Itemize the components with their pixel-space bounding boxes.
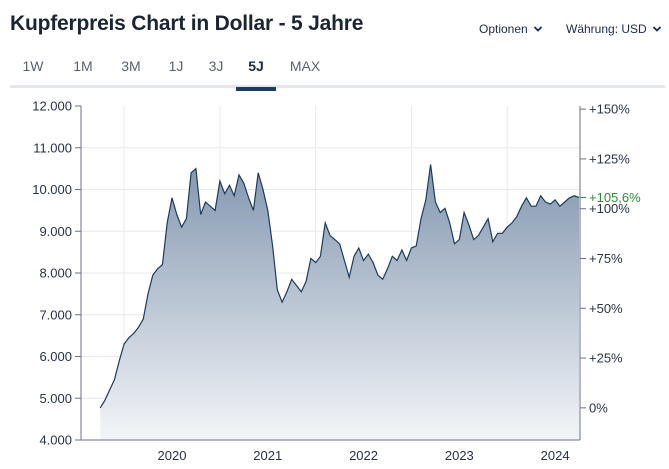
right-tick-label: +50%	[589, 301, 623, 316]
x-axis-ticks: 2020 2021 2022 2023 2024	[158, 448, 570, 463]
tab-3j[interactable]: 3J	[208, 58, 224, 74]
tab-5j[interactable]: 5J	[236, 58, 276, 91]
right-tick-label: +150%	[589, 102, 630, 117]
timerange-tabs: 1W 1M 3M 1J 3J 5J MAX	[10, 52, 665, 91]
y-axis-ticks: 12.000 11.000 10.000 9.000 8.000 7.000 6.000 5.…	[32, 99, 72, 448]
tab-1j[interactable]: 1J	[168, 58, 184, 74]
y-tick-label: 11.000	[33, 140, 72, 155]
y-tick-label: 4.000	[39, 433, 72, 448]
options-label: Optionen	[479, 22, 528, 36]
right-tick-label: +125%	[589, 151, 630, 166]
y-tick-label: 5.000	[39, 391, 72, 406]
options-dropdown[interactable]: Optionen	[479, 22, 543, 36]
right-tick-label: +25%	[589, 351, 623, 366]
price-area	[100, 164, 579, 440]
currency-dropdown[interactable]: Währung: USD	[566, 22, 662, 36]
axes	[75, 105, 586, 441]
tab-1w[interactable]: 1W	[22, 58, 44, 74]
price-chart: 12.000 11.000 10.000 9.000 8.000 7.000 6.000 5.…	[32, 99, 641, 464]
page-title: Kupferpreis Chart in Dollar - 5 Jahre	[10, 12, 364, 35]
y-tick-label: 12.000	[32, 99, 72, 114]
y-tick-label: 8.000	[39, 266, 72, 281]
x-tick-label: 2020	[158, 448, 187, 463]
y-tick-label: 9.000	[39, 224, 72, 239]
currency-label: Währung: USD	[566, 22, 647, 36]
y-tick-label: 6.000	[39, 349, 72, 364]
right-tick-label: +100%	[589, 201, 630, 216]
x-tick-label: 2022	[349, 448, 378, 463]
tab-1m[interactable]: 1M	[73, 58, 93, 74]
x-tick-label: 2023	[445, 448, 474, 463]
right-axis-ticks: +150% +125% +100% +75% +50% +25% 0% +105,6%	[580, 102, 641, 415]
tab-3m[interactable]: 3M	[121, 58, 141, 74]
right-tick-label: +75%	[589, 251, 623, 266]
x-tick-label: 2021	[253, 448, 282, 463]
x-tick-label: 2024	[541, 448, 570, 463]
y-tick-label: 10.000	[32, 182, 72, 197]
chevron-down-icon	[652, 26, 661, 32]
y-tick-label: 7.000	[39, 307, 72, 322]
right-tick-label: 0%	[589, 400, 608, 415]
chevron-down-icon	[533, 26, 542, 32]
current-change-label: +105,6%	[589, 190, 641, 205]
price-line	[99, 164, 580, 409]
tab-max[interactable]: MAX	[289, 58, 321, 74]
